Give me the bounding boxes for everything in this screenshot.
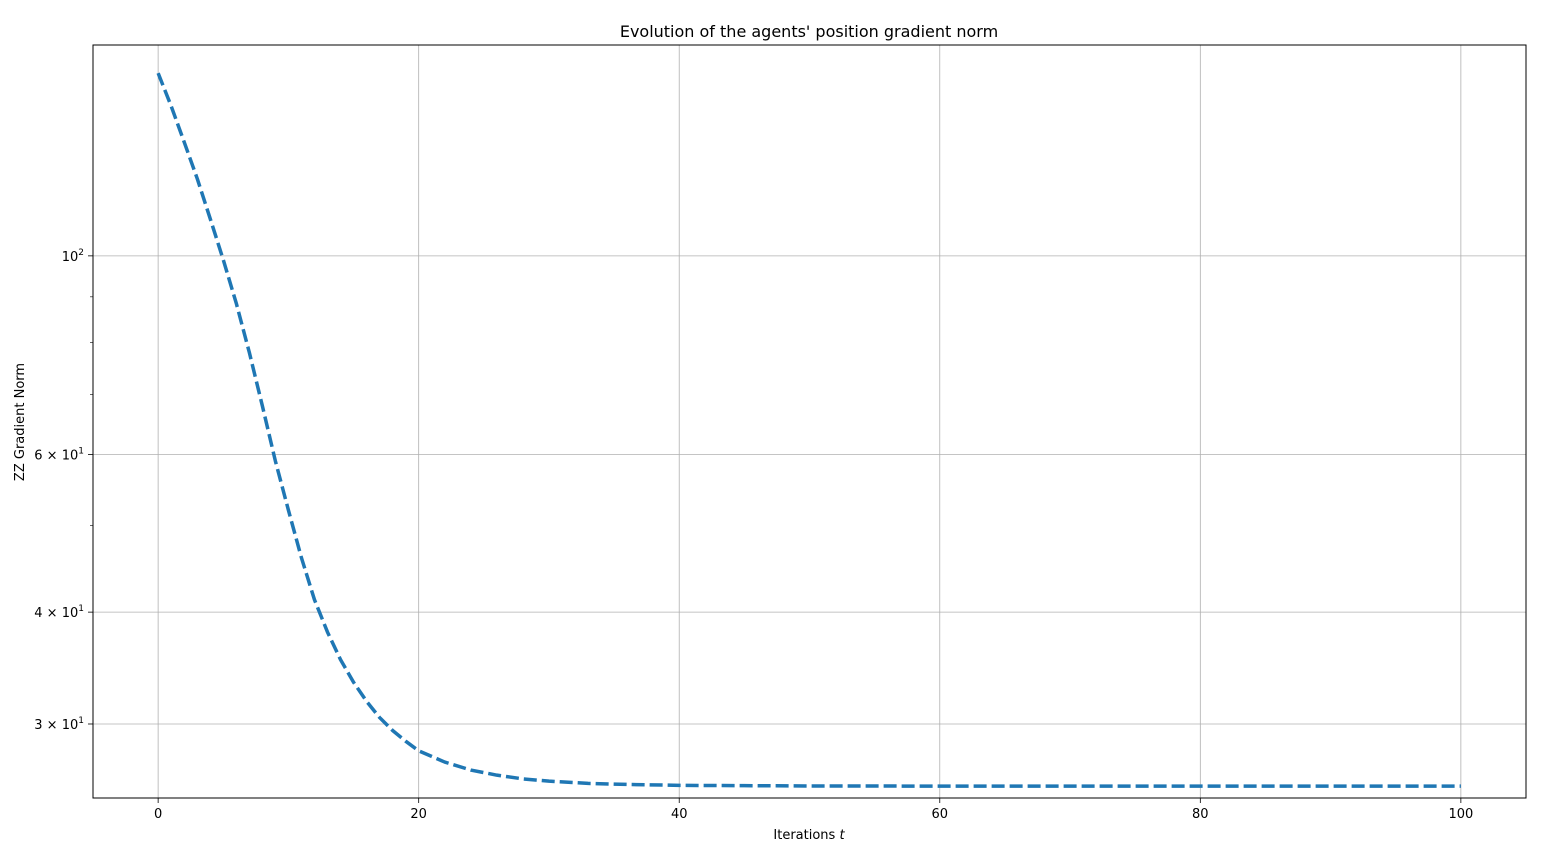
y-tick-label: 4 × 101 xyxy=(34,604,84,621)
y-tick-base: 10 xyxy=(62,250,79,265)
x-tick-label: 0 xyxy=(154,807,162,822)
x-tick-label: 100 xyxy=(1448,807,1473,822)
y-tick-exponent: 1 xyxy=(78,604,84,614)
x-tick-label: 20 xyxy=(410,807,427,822)
grid xyxy=(93,45,1526,798)
plot-frame xyxy=(92,44,1527,799)
y-axis-label: ZZ Gradient Norm xyxy=(13,363,28,481)
y-tick-base: 10 xyxy=(62,448,79,463)
series-line-0 xyxy=(156,72,1461,788)
x-axis-label-text: Iterations xyxy=(773,828,835,843)
x-axis-label-variable: t xyxy=(839,828,845,843)
y-tick-label: 6 × 101 xyxy=(34,446,84,463)
x-axis-label: Iterations t xyxy=(773,828,845,843)
y-tick-exponent: 2 xyxy=(78,248,84,258)
y-tick-base: 10 xyxy=(62,718,79,733)
chart-title: Evolution of the agents' position gradie… xyxy=(620,22,998,41)
series-layer xyxy=(156,72,1461,788)
x-tick-label: 60 xyxy=(931,807,948,822)
x-tick-label: 40 xyxy=(671,807,688,822)
y-tick-label: 3 × 101 xyxy=(34,716,84,733)
y-tick-mantissa: 6 × xyxy=(34,448,61,463)
y-tick-label: 102 xyxy=(62,248,84,265)
y-tick-exponent: 1 xyxy=(78,446,84,456)
y-tick-exponent: 1 xyxy=(78,716,84,726)
x-tick-label: 80 xyxy=(1192,807,1209,822)
y-tick-mantissa: 3 × xyxy=(34,718,61,733)
y-tick-mantissa: 4 × xyxy=(34,606,61,621)
y-tick-base: 10 xyxy=(62,606,79,621)
